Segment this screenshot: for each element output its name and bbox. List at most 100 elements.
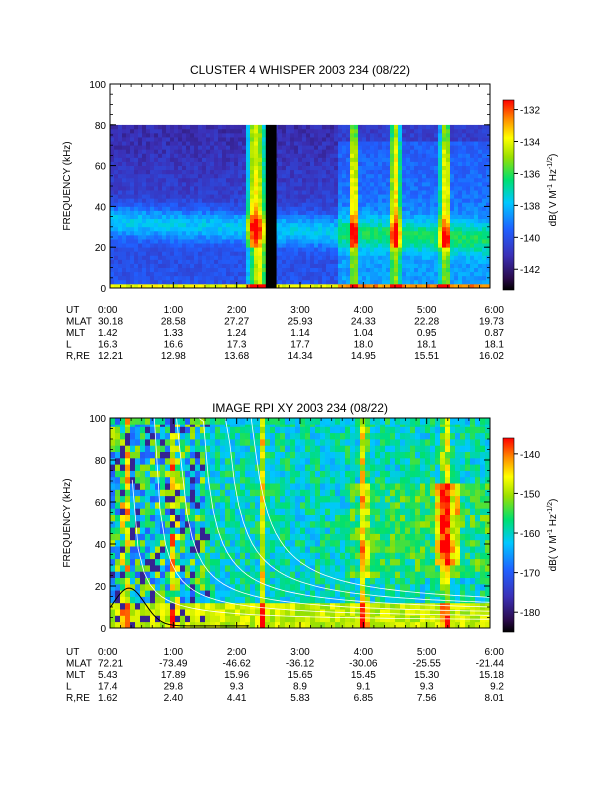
spectrogram-cell bbox=[210, 546, 216, 553]
spectrogram-cell bbox=[258, 169, 263, 175]
spectrogram-cell bbox=[146, 190, 151, 195]
spectrogram-cell bbox=[358, 149, 363, 154]
spectrogram-cell bbox=[262, 267, 267, 273]
spectrogram-cell bbox=[286, 173, 291, 179]
spectrogram-cell bbox=[278, 128, 283, 134]
spectrogram-cell bbox=[226, 259, 231, 264]
spectrogram-cell bbox=[418, 243, 423, 248]
spectrogram-cell bbox=[390, 226, 395, 232]
spectrogram-cell bbox=[226, 202, 231, 207]
spectrogram-cell bbox=[250, 255, 255, 260]
spectrogram-cell bbox=[235, 527, 241, 534]
spectrogram-cell bbox=[134, 177, 139, 183]
spectrogram-cell bbox=[382, 251, 387, 256]
spectrogram-cell bbox=[446, 149, 451, 154]
spectrogram-cell bbox=[166, 137, 171, 142]
spectrogram-cell bbox=[406, 149, 411, 154]
spectrogram-cell bbox=[406, 141, 411, 146]
spectrogram-cell bbox=[118, 271, 123, 277]
spectrogram-cell bbox=[250, 137, 255, 142]
spectrogram-cell bbox=[122, 145, 127, 150]
spectrogram-cell bbox=[438, 186, 443, 191]
spectrogram-cell bbox=[342, 124, 347, 130]
spectrogram-cell bbox=[414, 234, 419, 240]
spectrogram-cell bbox=[190, 464, 196, 471]
spectrogram-cell bbox=[282, 263, 287, 268]
spectrogram-cell bbox=[398, 243, 403, 248]
spectrogram-cell bbox=[422, 251, 427, 256]
spectrogram-cell bbox=[166, 165, 171, 171]
spectrogram-cell bbox=[150, 157, 155, 162]
spectrogram-cell bbox=[226, 186, 231, 191]
spectrogram-cell bbox=[434, 190, 439, 195]
spectrogram-cell bbox=[402, 271, 407, 277]
spectrogram-cell bbox=[346, 222, 351, 228]
spectrogram-cell bbox=[138, 214, 143, 220]
spectrogram-cell bbox=[115, 451, 121, 459]
spectrogram-cell bbox=[174, 283, 179, 288]
spectrogram-cell bbox=[214, 124, 219, 130]
spectrogram-cell bbox=[358, 263, 363, 268]
spectrogram-cell bbox=[286, 149, 291, 154]
spectrogram-cell bbox=[426, 243, 431, 248]
spectrogram-cell bbox=[195, 527, 201, 534]
spectrogram-cell bbox=[286, 234, 291, 240]
spectrogram-cell bbox=[170, 483, 176, 490]
spectrogram-cell bbox=[175, 527, 181, 534]
spectrogram-cell bbox=[470, 173, 475, 179]
spectrogram-cell bbox=[294, 157, 299, 162]
spectrogram-cell bbox=[354, 149, 359, 154]
spectrogram-cell bbox=[290, 263, 295, 268]
spectrogram-cell bbox=[154, 177, 159, 183]
spectrogram-cell bbox=[162, 247, 167, 252]
spectrogram-cell bbox=[258, 222, 263, 228]
spectrogram-cell bbox=[346, 165, 351, 171]
spectrogram-cell bbox=[398, 153, 403, 158]
spectrogram-cell bbox=[185, 558, 191, 566]
spectrogram-cell bbox=[190, 198, 195, 203]
spectrogram-cell bbox=[478, 251, 483, 256]
spectrogram-cell bbox=[374, 128, 379, 134]
spectrogram-cell bbox=[222, 206, 227, 211]
spectrogram-cell bbox=[286, 263, 291, 268]
spectrogram-cell bbox=[470, 247, 475, 252]
spectrogram-cell bbox=[140, 483, 146, 490]
spectrogram-cell bbox=[238, 198, 243, 203]
spectrogram-cell bbox=[282, 153, 287, 158]
spectrogram-cell bbox=[206, 251, 211, 256]
spectrogram-cell bbox=[126, 145, 131, 150]
spectrogram-cell bbox=[318, 202, 323, 207]
spectrogram-cell bbox=[458, 230, 463, 236]
spectrogram-cell bbox=[154, 283, 159, 288]
spectrogram-cell bbox=[466, 214, 471, 220]
spectrogram-cell bbox=[146, 218, 151, 224]
spectrogram-cell bbox=[158, 132, 163, 138]
spectrogram-cell bbox=[180, 533, 186, 541]
spectrogram-cell bbox=[470, 243, 475, 248]
spectrogram-cell bbox=[120, 558, 126, 566]
spectrogram-cell bbox=[418, 153, 423, 158]
spectrogram-cell bbox=[478, 234, 483, 240]
spectrogram-cell bbox=[462, 157, 467, 162]
spectrogram-cell bbox=[182, 275, 187, 281]
spectrogram-cell bbox=[162, 132, 167, 138]
spectrogram-cell bbox=[162, 169, 167, 175]
spectrogram-cell bbox=[474, 218, 479, 224]
spectrogram-cell bbox=[198, 169, 203, 175]
spectrogram-cell bbox=[142, 255, 147, 260]
spectrogram-cell bbox=[450, 169, 455, 175]
spectrogram-cell bbox=[130, 577, 136, 585]
spectrogram-cell bbox=[158, 279, 163, 285]
spectrogram-cell bbox=[138, 218, 143, 224]
spectrogram-cell bbox=[354, 255, 359, 260]
spectrogram-cell bbox=[218, 271, 223, 277]
spectrogram-cell bbox=[115, 539, 121, 547]
spectrogram-cell bbox=[242, 186, 247, 191]
spectrogram-cell bbox=[234, 230, 239, 236]
spectrogram-cell bbox=[258, 275, 263, 281]
spectrogram-cell bbox=[150, 149, 155, 154]
spectrogram-cell bbox=[122, 226, 127, 232]
spectrogram-cell bbox=[130, 508, 136, 515]
spectrogram-cell bbox=[278, 218, 283, 224]
spectrogram-cell bbox=[438, 271, 443, 277]
